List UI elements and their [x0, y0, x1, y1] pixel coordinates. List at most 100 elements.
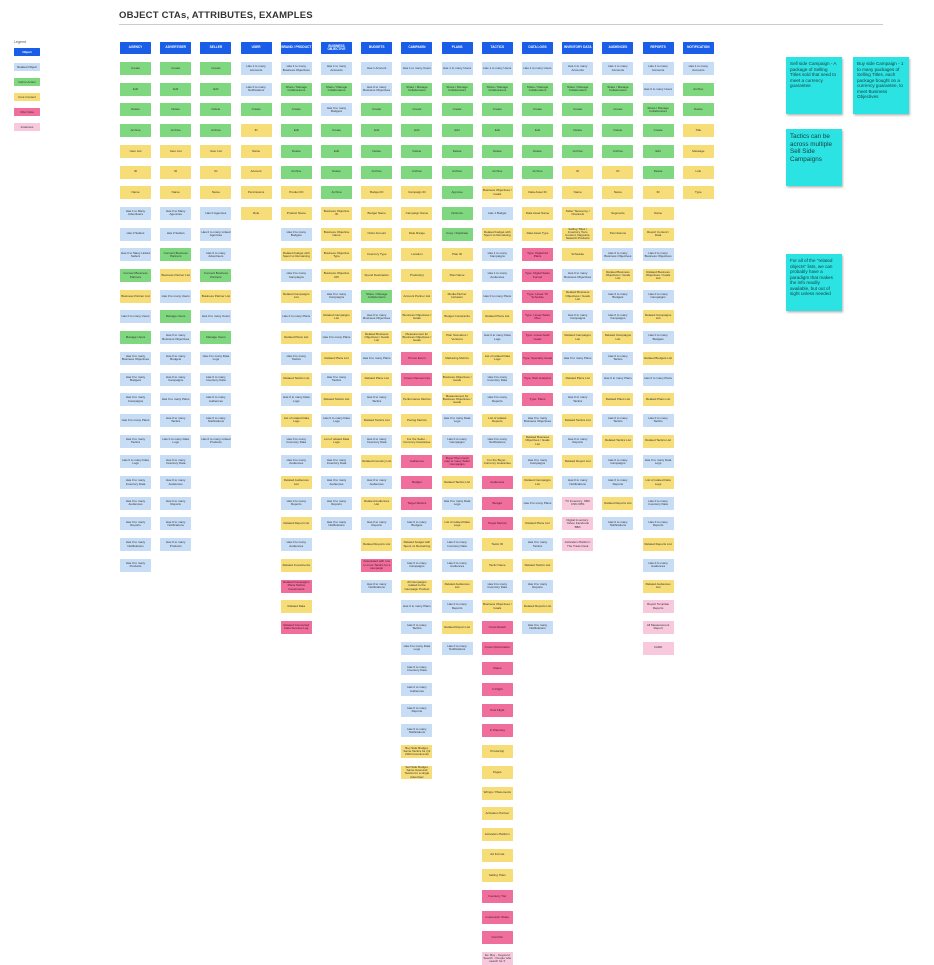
card-related[interactable]: Has 0 to many Notifications [200, 413, 232, 427]
card-cta[interactable]: Delete [602, 124, 634, 138]
card-core[interactable]: Spend Destination [361, 269, 393, 282]
card-cta[interactable]: Delete [200, 103, 232, 117]
card-core[interactable]: Media Partner Inclusion [441, 289, 473, 303]
card-core[interactable]: Data Asset ID [522, 186, 553, 200]
card-core[interactable]: Related Tactics List [562, 413, 594, 427]
card-related[interactable]: Has 0 to many Business Objectives [562, 269, 594, 282]
card-cta[interactable]: Edit [401, 124, 433, 138]
card-core[interactable]: Name [240, 144, 272, 158]
card-related[interactable]: Has 1 to many Users [441, 62, 473, 75]
card-core[interactable]: Related Reports List [522, 600, 553, 614]
card-cta[interactable]: Share / Manage Collaborators [361, 289, 393, 303]
card-core[interactable]: Business Objective Type [321, 248, 352, 262]
card-core[interactable]: Related Plans List [280, 331, 312, 345]
card-related[interactable]: Has 0 to many Reports [321, 496, 352, 510]
card-related[interactable]: Has 0 to many Tactics [562, 393, 594, 407]
card-cta[interactable]: Optimize [441, 206, 473, 220]
card-related[interactable]: Has 0 to many Users [160, 289, 192, 303]
card-cta[interactable]: Edit [120, 82, 151, 96]
card-core[interactable]: Related Tactics List [280, 372, 312, 386]
card-related[interactable]: Has 0 to many Plans [120, 413, 151, 427]
card-core[interactable]: Product Name [280, 206, 312, 220]
card-cta[interactable]: Edit [200, 82, 232, 96]
card-core[interactable]: All Campaigns related to the Campaign Pr… [401, 579, 433, 593]
card-core[interactable]: Related budget with Spent vs Remaining [481, 227, 513, 241]
card-core[interactable]: Related Business Objectives / Goals List [562, 289, 594, 303]
column-header[interactable]: DATA LOGS [522, 42, 553, 54]
card-core[interactable]: Pages [481, 765, 513, 779]
card-related[interactable]: Has 0 to many Budgets [602, 289, 634, 303]
card-related[interactable]: Has 0 to many Data Logs [321, 413, 352, 427]
card-related[interactable]: Has 0 to Many Linked Sellers [120, 248, 151, 262]
card-core[interactable]: Related Campaigns List [602, 331, 634, 345]
card-cta[interactable]: Share / Manage Collaborators [642, 103, 674, 117]
card-core[interactable]: Business Objectives / Goals [481, 186, 513, 200]
card-related[interactable]: Has 0 to many Linked Products [200, 434, 232, 448]
card-core[interactable]: List of related Reports [481, 413, 513, 427]
card-related[interactable]: Has 0 to many Inventory Data [642, 496, 674, 510]
card-cta[interactable]: Archive [602, 144, 634, 158]
card-related[interactable]: Has 1 to many Users [522, 62, 553, 75]
card-related[interactable]: Has 0 to many Campaigns [522, 455, 553, 469]
card-related[interactable]: Has 0 to many Tactics [280, 351, 312, 365]
column-header[interactable]: BRAND / PRODUCT [280, 42, 312, 54]
card-cta[interactable]: Archive [120, 124, 151, 138]
card-related[interactable]: Has 1 to many Users [401, 62, 433, 75]
card-related[interactable]: Has 0 to many Tactics [361, 393, 393, 407]
card-related[interactable]: Has 0 to many Inventory Data [280, 434, 312, 448]
card-related[interactable]: Has 0 to many Notifications [522, 620, 553, 634]
card-related[interactable]: Has 0 to many Audiences [361, 476, 393, 489]
card-related[interactable]: Has 1 to many Campaigns [481, 248, 513, 262]
card-core[interactable]: Related Reports List [602, 496, 634, 510]
card-core[interactable]: For the Buyer - Currency Guarantee [481, 455, 513, 469]
card-core[interactable]: Sell Side Budget, Same Goal and Tactics … [401, 765, 433, 779]
card-related[interactable]: Has 0 Sellers [160, 227, 192, 241]
card-related[interactable]: Has 0 to many Audiences [401, 683, 433, 696]
card-core[interactable]: Account Partner List [401, 289, 433, 303]
card-cta[interactable]: Edit [361, 124, 393, 138]
card-related[interactable]: Has 0 to many Reports [602, 476, 634, 489]
card-instance[interactable]: Activation Platform: The Trade Desk [562, 538, 594, 552]
card-related[interactable]: Has 0 to many Products [160, 538, 192, 552]
card-related[interactable]: Has 0 to many Notifications [602, 517, 634, 531]
card-core[interactable]: Business Partner List [160, 269, 192, 282]
card-core[interactable]: Product ID [280, 186, 312, 200]
card-related[interactable]: Has 0 to many Data Logs [280, 393, 312, 407]
card-related[interactable]: Has 0 to many Campaigns [642, 289, 674, 303]
card-core[interactable]: ID [562, 165, 594, 179]
card-core[interactable]: ID [120, 165, 151, 179]
card-core[interactable]: Budget Constraints [441, 310, 473, 324]
card-core[interactable]: Related Audiences List [642, 579, 674, 593]
card-related[interactable]: Has 0 to many Campaigns [321, 289, 352, 303]
card-related[interactable]: Has 1 to many Accounts [240, 62, 272, 75]
card-related[interactable]: Has 0 to many Business Objectives [120, 351, 151, 365]
column-header[interactable]: CAMPAIGN [401, 42, 433, 54]
card-cta[interactable]: Create [481, 103, 513, 117]
card-related[interactable]: Has 0 to many Data Logs [441, 413, 473, 427]
card-core[interactable]: Related Inventory List [361, 455, 393, 469]
card-cta[interactable]: Create [120, 62, 151, 75]
card-core[interactable]: User List [200, 144, 232, 158]
card-core[interactable]: Related Tactics List [522, 558, 553, 572]
card-core[interactable]: List of related Data Logs [321, 434, 352, 448]
card-related[interactable]: Has 0 to many Reports [642, 517, 674, 531]
card-core[interactable]: Business Objective KPI [321, 269, 352, 282]
card-other[interactable]: Audiences [481, 476, 513, 489]
card-cta[interactable]: Create [321, 124, 352, 138]
card-other[interactable]: Budget [481, 496, 513, 510]
card-related[interactable]: Has 0 to many Users [200, 310, 232, 324]
card-core[interactable]: Related Investments [280, 558, 312, 572]
card-related[interactable]: Has 0 to many Data Logs [441, 496, 473, 510]
card-core[interactable]: Related Report List [441, 620, 473, 634]
card-related[interactable]: Has 0 to many Business Objectives [160, 331, 192, 345]
card-other[interactable]: Budget [401, 476, 433, 489]
column-header[interactable]: AUDIENCES [602, 42, 634, 54]
card-cta[interactable]: Create [602, 103, 634, 117]
card-instance[interactable]: TV Inventory: NBC CNN CBS [562, 496, 594, 510]
card-core[interactable]: ID [240, 124, 272, 138]
card-related[interactable]: Has 0 Sellers [120, 227, 151, 241]
card-core[interactable]: Data Asset Name [522, 206, 553, 220]
card-related[interactable]: Has 0 to many Reports [562, 434, 594, 448]
card-core[interactable]: Related Plans List [642, 393, 674, 407]
card-core[interactable]: Budget Name [361, 206, 393, 220]
